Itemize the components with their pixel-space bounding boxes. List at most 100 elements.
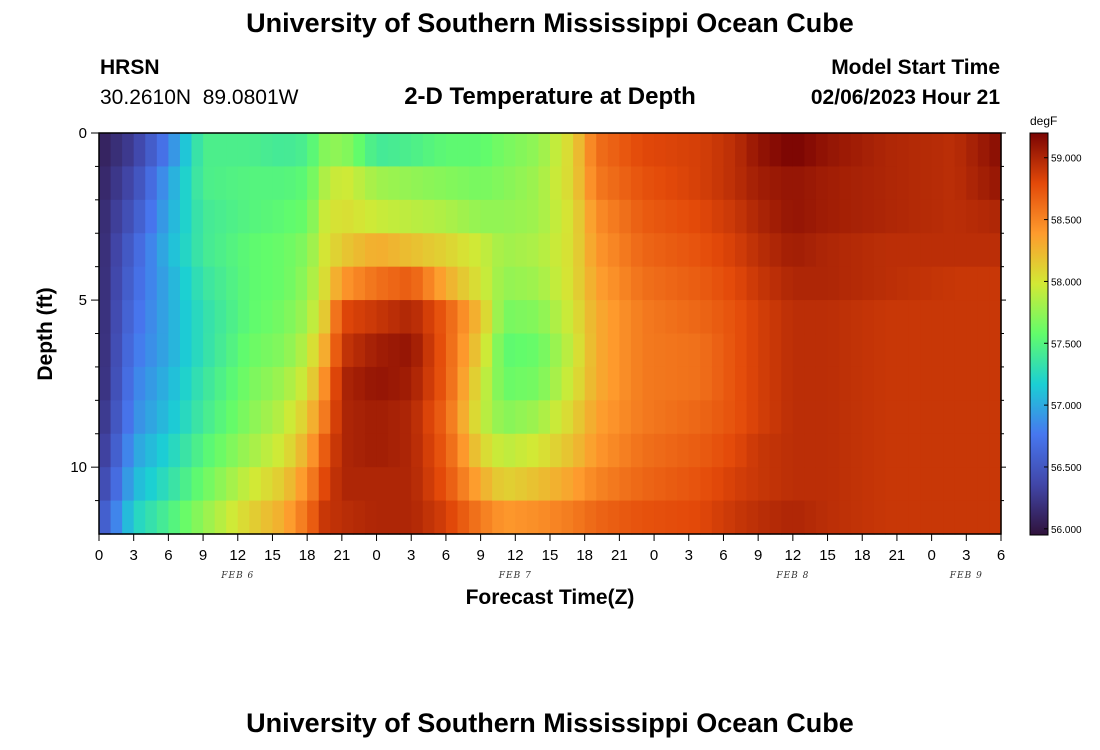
heatmap-cell bbox=[850, 500, 863, 535]
heatmap-cell bbox=[422, 433, 435, 468]
heatmap-cell bbox=[931, 400, 944, 435]
heatmap-cell bbox=[526, 300, 540, 335]
heatmap-cell bbox=[735, 300, 748, 335]
heatmap-cell bbox=[873, 400, 886, 435]
heatmap-cell bbox=[677, 400, 690, 435]
x-tick-label: 15 bbox=[819, 547, 836, 564]
heatmap-cell bbox=[434, 199, 447, 234]
heatmap-cell bbox=[318, 199, 331, 234]
heatmap-cell bbox=[376, 500, 389, 535]
heatmap-cell bbox=[954, 199, 967, 234]
heatmap-cell bbox=[179, 333, 193, 368]
heatmap-cell bbox=[966, 433, 979, 468]
heatmap-cell bbox=[665, 400, 678, 435]
heatmap-cell bbox=[573, 500, 586, 535]
heatmap-cell bbox=[977, 266, 991, 301]
heatmap-cell bbox=[723, 467, 736, 502]
heatmap-cell bbox=[295, 433, 308, 468]
heatmap-cell bbox=[735, 166, 748, 201]
heatmap-cell bbox=[156, 433, 169, 468]
heatmap-cell bbox=[411, 433, 424, 468]
heatmap-cell bbox=[341, 366, 355, 401]
heatmap-cell bbox=[873, 199, 886, 234]
heatmap-cell bbox=[584, 500, 597, 535]
heatmap-cell bbox=[746, 500, 759, 535]
heatmap-cell bbox=[168, 500, 181, 535]
heatmap-cell bbox=[249, 199, 262, 234]
heatmap-cell bbox=[804, 467, 817, 502]
heatmap-cell bbox=[596, 166, 609, 201]
heatmap-cell bbox=[515, 400, 528, 435]
heatmap-cell bbox=[700, 333, 713, 368]
heatmap-cell bbox=[480, 300, 493, 335]
heatmap-cell bbox=[457, 199, 470, 234]
heatmap-cell bbox=[191, 467, 204, 502]
heatmap-cell bbox=[260, 366, 274, 401]
heatmap-cell bbox=[550, 366, 563, 401]
heatmap-cell bbox=[723, 400, 736, 435]
heatmap-cell bbox=[896, 467, 910, 502]
heatmap-cell bbox=[341, 400, 355, 435]
heatmap-cell bbox=[746, 266, 759, 301]
heatmap-cell bbox=[630, 500, 644, 535]
heatmap-cell bbox=[480, 199, 493, 234]
heatmap-cell bbox=[503, 366, 516, 401]
heatmap-cell bbox=[862, 233, 875, 268]
heatmap-cell bbox=[596, 300, 609, 335]
heatmap-cell bbox=[260, 433, 274, 468]
heatmap-cell bbox=[989, 166, 1002, 201]
colorbar: degF 56.000 56.500 57.000 57.500 58.000 58.50… bbox=[1029, 114, 1082, 536]
heatmap-cell bbox=[769, 166, 782, 201]
heatmap-cell bbox=[480, 266, 493, 301]
heatmap-cell bbox=[827, 433, 840, 468]
heatmap-cell bbox=[330, 333, 343, 368]
heatmap-cell bbox=[434, 400, 447, 435]
heatmap-cell bbox=[284, 266, 297, 301]
heatmap-cell bbox=[781, 333, 794, 368]
heatmap-cell bbox=[434, 233, 447, 268]
heatmap-cell bbox=[792, 467, 806, 502]
heatmap-cell bbox=[179, 166, 193, 201]
heatmap-cell bbox=[896, 266, 910, 301]
heatmap-cell bbox=[630, 300, 644, 335]
heatmap-cell bbox=[388, 433, 401, 468]
heatmap-cell bbox=[839, 400, 852, 435]
heatmap-cell bbox=[677, 266, 690, 301]
heatmap-cell bbox=[665, 233, 678, 268]
x-tick-label: 3 bbox=[407, 547, 415, 564]
heatmap-cell bbox=[411, 300, 424, 335]
heatmap-cell bbox=[203, 133, 216, 168]
heatmap-cell bbox=[792, 366, 806, 401]
heatmap-cell bbox=[839, 366, 852, 401]
heatmap-cell bbox=[203, 333, 216, 368]
heatmap-cell bbox=[758, 166, 771, 201]
heatmap-cell bbox=[885, 333, 898, 368]
heatmap-cell bbox=[330, 133, 343, 168]
heatmap-cell bbox=[561, 133, 574, 168]
heatmap-cell bbox=[284, 233, 297, 268]
heatmap-cell bbox=[110, 133, 123, 168]
heatmap-cell bbox=[896, 500, 910, 535]
heatmap-cell bbox=[989, 133, 1002, 168]
heatmap-cell bbox=[723, 133, 736, 168]
heatmap-cell bbox=[434, 467, 447, 502]
heatmap-cell bbox=[839, 433, 852, 468]
heatmap-cell bbox=[654, 166, 667, 201]
heatmap-cell bbox=[179, 467, 193, 502]
heatmap-cell bbox=[364, 233, 378, 268]
heatmap-cell bbox=[908, 199, 921, 234]
x-tick-label: 9 bbox=[754, 547, 762, 564]
heatmap-cell bbox=[804, 333, 817, 368]
heatmap-cell bbox=[110, 500, 123, 535]
heatmap-cell bbox=[249, 133, 262, 168]
heatmap-cell bbox=[665, 366, 678, 401]
heatmap-cell bbox=[943, 199, 956, 234]
heatmap-cell bbox=[665, 166, 678, 201]
heatmap-cell bbox=[388, 400, 401, 435]
heatmap-cell bbox=[156, 467, 169, 502]
heatmap-cell bbox=[931, 433, 944, 468]
heatmap-cell bbox=[550, 133, 563, 168]
heatmap-cell bbox=[769, 233, 782, 268]
heatmap-cell bbox=[307, 233, 320, 268]
